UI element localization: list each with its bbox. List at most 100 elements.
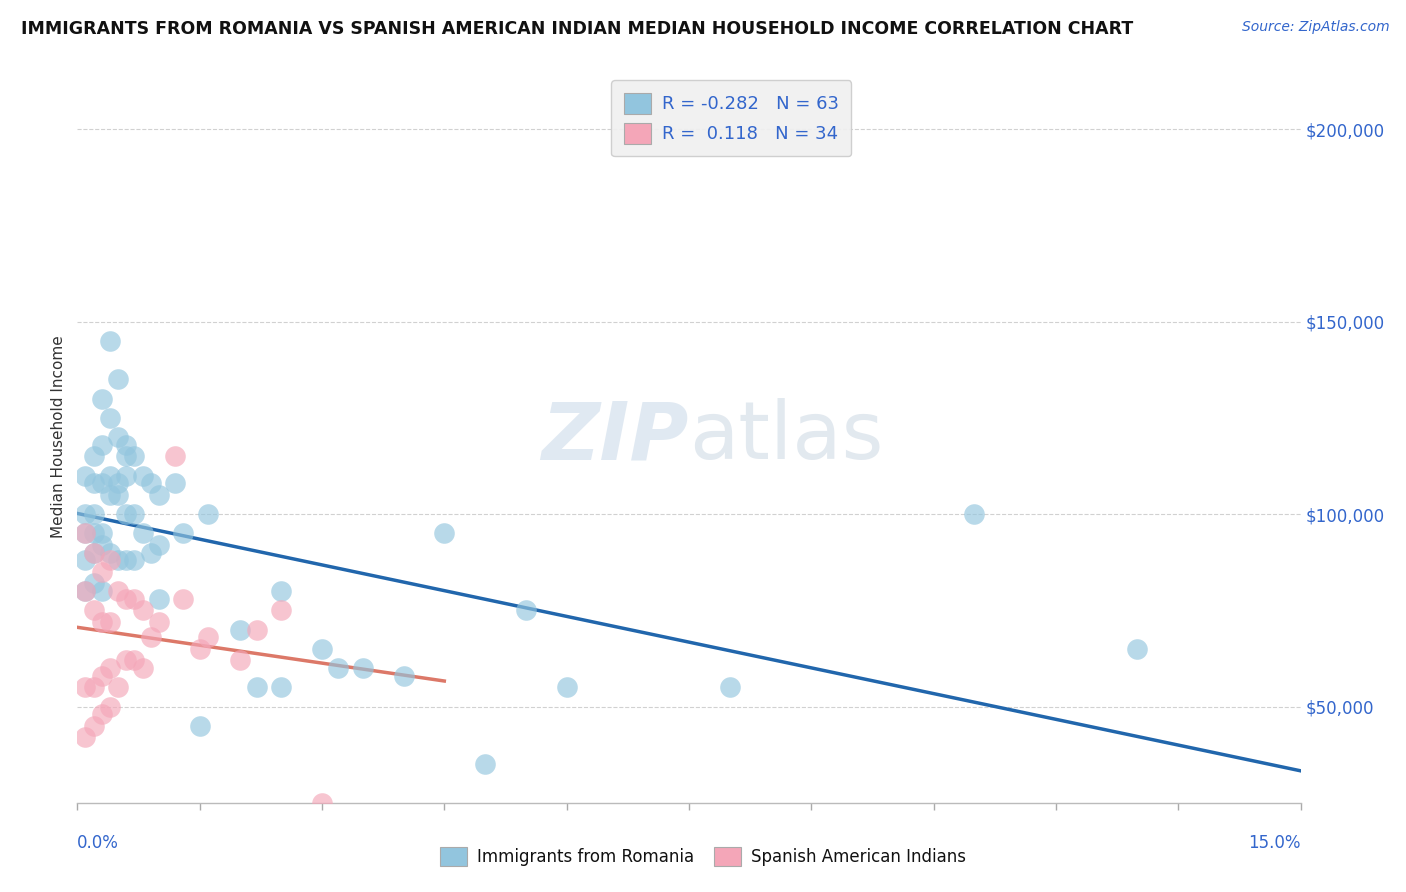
Point <box>83 507 105 521</box>
Point <box>197 507 219 521</box>
Legend: R = -0.282   N = 63, R =  0.118   N = 34: R = -0.282 N = 63, R = 0.118 N = 34 <box>612 80 851 156</box>
Point <box>188 641 211 656</box>
Point <box>131 526 153 541</box>
Point <box>124 450 146 464</box>
Point <box>246 681 269 695</box>
Point <box>165 450 187 464</box>
Text: Source: ZipAtlas.com: Source: ZipAtlas.com <box>1241 20 1389 34</box>
Point <box>124 653 146 667</box>
Point <box>270 681 292 695</box>
Text: ZIP: ZIP <box>541 398 689 476</box>
Point <box>131 468 153 483</box>
Point <box>98 488 121 502</box>
Point <box>229 653 252 667</box>
Point <box>115 468 138 483</box>
Point <box>115 438 138 452</box>
Point <box>229 623 252 637</box>
Point <box>107 681 129 695</box>
Point <box>83 681 105 695</box>
Point <box>139 630 162 644</box>
Point <box>1126 641 1149 656</box>
Point <box>172 526 194 541</box>
Point <box>90 669 112 683</box>
Point <box>392 669 415 683</box>
Point <box>83 719 105 733</box>
Point <box>83 476 105 491</box>
Point <box>124 591 146 606</box>
Point <box>139 545 162 559</box>
Point <box>270 603 292 617</box>
Point <box>148 488 170 502</box>
Point <box>352 661 374 675</box>
Point <box>115 653 138 667</box>
Point <box>107 488 129 502</box>
Point <box>90 438 112 452</box>
Text: 0.0%: 0.0% <box>77 834 120 852</box>
Point <box>515 603 537 617</box>
Point <box>75 526 97 541</box>
Point <box>75 526 97 541</box>
Point <box>148 538 170 552</box>
Point <box>98 410 121 425</box>
Point <box>90 565 112 579</box>
Point <box>148 615 170 629</box>
Point <box>90 615 112 629</box>
Text: atlas: atlas <box>689 398 883 476</box>
Point <box>718 681 741 695</box>
Point <box>107 584 129 599</box>
Y-axis label: Median Household Income: Median Household Income <box>51 335 66 539</box>
Point <box>75 553 97 567</box>
Point <box>148 591 170 606</box>
Point <box>107 372 129 386</box>
Point <box>246 623 269 637</box>
Legend: Immigrants from Romania, Spanish American Indians: Immigrants from Romania, Spanish America… <box>433 840 973 873</box>
Text: IMMIGRANTS FROM ROMANIA VS SPANISH AMERICAN INDIAN MEDIAN HOUSEHOLD INCOME CORRE: IMMIGRANTS FROM ROMANIA VS SPANISH AMERI… <box>21 20 1133 37</box>
Point <box>98 545 121 559</box>
Point <box>107 553 129 567</box>
Point <box>75 584 97 599</box>
Point <box>107 430 129 444</box>
Point <box>83 526 105 541</box>
Point <box>98 699 121 714</box>
Point <box>115 591 138 606</box>
Point <box>197 630 219 644</box>
Point <box>188 719 211 733</box>
Point <box>90 707 112 722</box>
Point <box>131 661 153 675</box>
Point <box>115 553 138 567</box>
Point <box>75 468 97 483</box>
Point <box>98 468 121 483</box>
Point <box>83 545 105 559</box>
Point <box>75 731 97 745</box>
Point <box>172 591 194 606</box>
Point <box>83 450 105 464</box>
Point <box>75 584 97 599</box>
Point <box>90 526 112 541</box>
Text: 15.0%: 15.0% <box>1249 834 1301 852</box>
Point <box>83 603 105 617</box>
Point <box>90 392 112 406</box>
Point <box>555 681 578 695</box>
Point <box>474 757 496 772</box>
Point <box>90 476 112 491</box>
Point <box>433 526 456 541</box>
Point <box>311 641 333 656</box>
Point <box>311 796 333 810</box>
Point <box>98 334 121 348</box>
Point <box>270 584 292 599</box>
Point <box>107 476 129 491</box>
Point <box>131 603 153 617</box>
Point <box>75 681 97 695</box>
Point <box>90 584 112 599</box>
Point <box>165 476 187 491</box>
Point <box>98 615 121 629</box>
Point <box>83 545 105 559</box>
Point <box>963 507 986 521</box>
Point <box>139 476 162 491</box>
Point <box>115 507 138 521</box>
Point <box>75 507 97 521</box>
Point <box>90 538 112 552</box>
Point <box>328 661 350 675</box>
Point <box>83 576 105 591</box>
Point <box>115 450 138 464</box>
